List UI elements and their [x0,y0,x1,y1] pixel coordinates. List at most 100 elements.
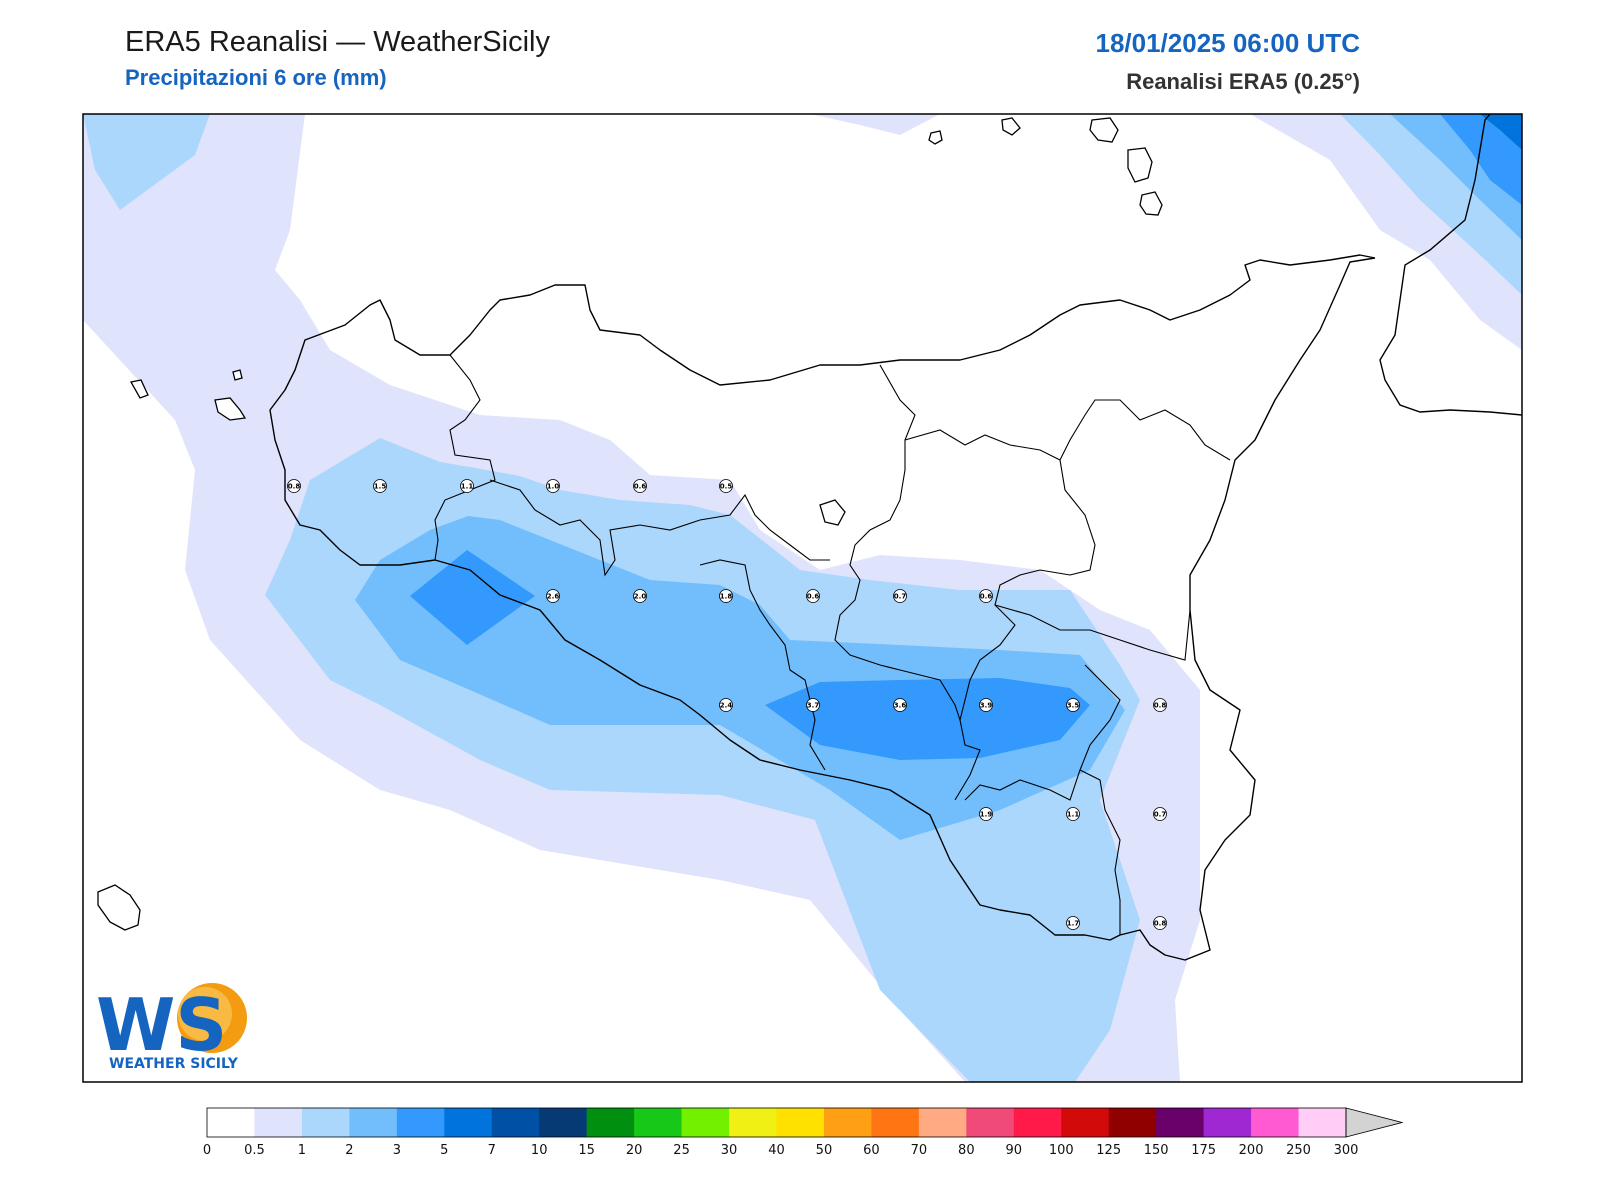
colorbar-segment [586,1108,635,1137]
svg-text:1.9: 1.9 [980,811,993,819]
value-marker: 3.6 [893,698,907,712]
svg-text:3.9: 3.9 [980,702,993,710]
svg-text:2.6: 2.6 [547,593,560,601]
colorbar-extend-arrow [1345,1107,1404,1138]
map-title: ERA5 Reanalisi — WeatherSicily [125,26,550,58]
colorbar-tick-label: 7 [488,1143,496,1158]
map-frame [82,113,1523,1083]
value-marker: 1.5 [373,479,387,493]
svg-text:0.5: 0.5 [720,483,733,491]
colorbar-segment [491,1108,540,1137]
colorbar-tick-label: 15 [578,1143,595,1158]
colorbar-tick-label: 175 [1191,1143,1216,1158]
map-date: 18/01/2025 06:00 UTC [1095,28,1360,58]
colorbar-segment [1108,1108,1157,1137]
value-marker: 3.9 [979,698,993,712]
colorbar-segment [539,1108,588,1137]
precip-band-3 [410,550,535,645]
value-marker: 3.7 [806,698,820,712]
svg-text:2.0: 2.0 [634,593,647,601]
minor-islands [97,117,1163,931]
colorbar-segment [254,1108,303,1137]
colorbar-segment [871,1108,920,1137]
colorbar-segment [1156,1108,1205,1137]
svg-text:0.6: 0.6 [634,483,647,491]
colorbar-segment [634,1108,683,1137]
svg-text:3.7: 3.7 [807,702,820,710]
colorbar-tick-label: 40 [768,1143,785,1158]
colorbar-tick-label: 200 [1239,1143,1264,1158]
precip-band-5 [1480,114,1522,150]
colorbar-segment [681,1108,730,1137]
precip-value-markers: 0.8 1.5 1.1 1.0 0.6 0.5 2.6 2.0 1.8 0.6 … [287,479,1167,930]
colorbar-tick-label: 250 [1286,1143,1311,1158]
svg-text:1.5: 1.5 [374,483,387,491]
value-marker: 0.8 [287,479,301,493]
colorbar-segment [1061,1108,1110,1137]
colorbar-segment [396,1108,445,1137]
value-marker: 0.5 [719,479,733,493]
value-marker: 2.6 [546,589,560,603]
colorbar-segment [1013,1108,1062,1137]
svg-text:0.8: 0.8 [288,483,301,491]
colorbar-tick-label: 5 [440,1143,448,1158]
data-source: Reanalisi ERA5 (0.25°) [1126,69,1360,94]
value-marker: 1.9 [979,807,993,821]
svg-text:0.6: 0.6 [807,593,820,601]
colorbar-segment [301,1108,350,1137]
colorbar: 0 0.5 1 2 3 5 7 10 15 20 25 30 40 50 60 70 80 90 100 125 150… [203,1107,1404,1158]
colorbar-tick-label: 90 [1006,1143,1023,1158]
colorbar-segment [1298,1108,1347,1137]
colorbar-tick-label: 70 [911,1143,928,1158]
colorbar-tick-label: 2 [345,1143,353,1158]
svg-text:0.8: 0.8 [1154,702,1167,710]
colorbar-tick-label: 3 [393,1143,401,1158]
svg-text:1.1: 1.1 [461,483,474,491]
province-boundaries [434,354,1231,935]
colorbar-segment [207,1108,255,1137]
svg-text:1.1: 1.1 [1067,811,1080,819]
weather-sicily-logo: WS WEATHER SICILY [96,983,247,1072]
colorbar-tick-label: 80 [958,1143,975,1158]
colorbar-tick-label: 20 [626,1143,643,1158]
precip-band-1 [83,114,210,210]
svg-text:2.4: 2.4 [720,702,733,710]
colorbar-tick-label: 100 [1049,1143,1074,1158]
map-subtitle: Precipitazioni 6 ore (mm) [125,65,387,90]
value-marker: 0.8 [1153,916,1167,930]
value-marker: 1.0 [546,479,560,493]
colorbar-tick-label: 10 [531,1143,548,1158]
value-marker: 1.7 [1066,916,1080,930]
svg-text:3.5: 3.5 [1067,702,1080,710]
logo-letters: WS [96,983,227,1067]
value-marker: 1.1 [460,479,474,493]
value-marker: 2.0 [633,589,647,603]
value-marker: 2.4 [719,698,733,712]
value-marker: 0.7 [1153,807,1167,821]
precip-map: 0.8 1.5 1.1 1.0 0.6 0.5 2.6 2.0 1.8 0.6 … [83,114,1522,1082]
colorbar-tick-label: 1 [298,1143,306,1158]
svg-text:0.7: 0.7 [894,593,907,601]
svg-text:0.8: 0.8 [1154,920,1167,928]
svg-text:0.7: 0.7 [1154,811,1167,819]
colorbar-tick-label: 150 [1144,1143,1169,1158]
colorbar-segment [729,1108,777,1137]
value-marker: 0.6 [979,589,993,603]
colorbar-tick-label: 0.5 [244,1143,265,1158]
colorbar-tick-label: 25 [673,1143,690,1158]
colorbar-segment [776,1108,825,1137]
value-marker: 0.6 [806,589,820,603]
value-marker: 1.8 [719,589,733,603]
value-marker: 0.7 [893,589,907,603]
colorbar-outline [206,1107,1347,1138]
svg-text:0.6: 0.6 [980,593,993,601]
colorbar-tick-label: 30 [721,1143,738,1158]
calabria-coastline [1379,114,1522,416]
colorbar-segment [966,1108,1015,1137]
colorbar-tick-label: 50 [816,1143,833,1158]
colorbar-segment [349,1108,398,1137]
colorbar-segment [823,1108,872,1137]
colorbar-tick-label: 60 [863,1143,880,1158]
value-marker: 1.1 [1066,807,1080,821]
